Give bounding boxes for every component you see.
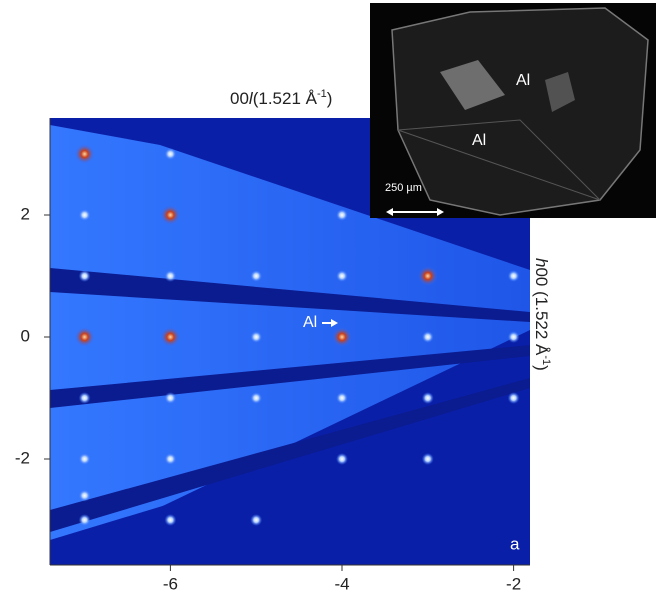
inset-label: Al (516, 72, 530, 89)
diffraction-spot (250, 270, 262, 282)
diffraction-spot (422, 453, 434, 465)
diffraction-spot (250, 331, 262, 343)
diffraction-spot (79, 490, 91, 502)
diffraction-spot (418, 266, 438, 286)
inset-label: Al (472, 132, 486, 149)
diffraction-spot (336, 392, 348, 404)
diffraction-spot (336, 209, 348, 221)
diffraction-spot (79, 453, 91, 465)
diffraction-spot (332, 327, 352, 347)
diffraction-spot (164, 514, 176, 526)
y-tick-label: 2 (21, 204, 30, 223)
diffraction-spot (75, 144, 95, 164)
scale-bar-label: 250 µm (385, 182, 422, 194)
x-axis-label: 00l(1.521 Å-1) (230, 88, 332, 109)
y-tick-label: -2 (15, 448, 30, 467)
diffraction-spot (508, 392, 520, 404)
diffraction-spot (160, 327, 180, 347)
diffraction-spot (250, 514, 262, 526)
diffraction-spot (508, 270, 520, 282)
diffraction-spot (79, 392, 91, 404)
diffraction-spot (79, 209, 91, 221)
diffraction-spot (160, 205, 180, 225)
diffraction-spot (508, 331, 520, 343)
annotation: Al (303, 314, 317, 331)
y-axis-label: h00 (1.522 Å-1) (532, 258, 553, 371)
diffraction-spot (75, 327, 95, 347)
diffraction-spot (250, 392, 262, 404)
diffraction-spot (79, 270, 91, 282)
x-tick-label: -6 (163, 574, 178, 593)
diffraction-spot (164, 270, 176, 282)
diffraction-spot (422, 331, 434, 343)
diffraction-spot (164, 392, 176, 404)
inset: Al Al 250 µm (370, 3, 656, 218)
x-tick-label: -4 (334, 574, 349, 593)
diffraction-spot (336, 453, 348, 465)
x-tick-label: -2 (506, 574, 521, 593)
y-tick-label: 0 (21, 326, 30, 345)
diffraction-spot (164, 148, 176, 160)
diffraction-spot (164, 453, 176, 465)
diffraction-spot (336, 270, 348, 282)
figure: a Al 00l(1.521 Å-1) h00 (1.522 Å-1) Al A… (0, 0, 659, 609)
diffraction-spot (422, 392, 434, 404)
panel-label: a (510, 534, 520, 553)
diffraction-spot (79, 514, 91, 526)
